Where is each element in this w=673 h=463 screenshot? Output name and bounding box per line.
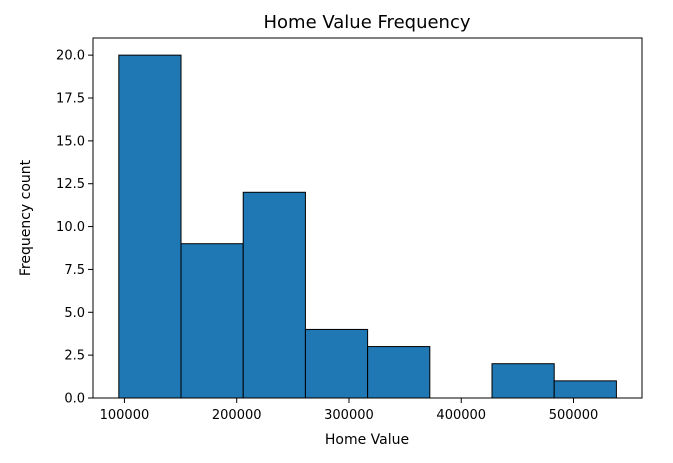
y-tick-label: 15.0	[56, 134, 85, 149]
y-tick-label: 0.0	[64, 392, 85, 407]
x-axis-label: Home Value	[325, 432, 409, 448]
x-tick-label: 200000	[212, 408, 262, 423]
plot-frame	[92, 37, 643, 399]
x-tick-label: 500000	[549, 408, 599, 423]
x-tick-label: 300000	[324, 408, 374, 423]
y-axis: 0.0 2.5 5.0 7.5 10.0 12.5 15.0 17.5 20.0	[56, 49, 93, 407]
y-tick-label: 7.5	[64, 263, 85, 278]
chart-title: Home Value Frequency	[263, 12, 470, 33]
y-tick-label: 17.5	[56, 92, 85, 107]
bars-group	[118, 54, 617, 399]
x-axis: 100000 200000 300000 400000 500000	[100, 398, 599, 423]
x-tick-label: 400000	[436, 408, 486, 423]
y-tick-label: 5.0	[64, 306, 85, 321]
histogram-bar-7	[491, 363, 555, 399]
y-tick-label: 12.5	[56, 177, 85, 192]
histogram-bar-8	[553, 380, 617, 399]
histogram-bar-2	[180, 243, 244, 399]
histogram-bar-1	[118, 54, 182, 399]
y-tick-label: 20.0	[56, 49, 85, 64]
histogram-bar-5	[367, 346, 431, 399]
histogram-bar-4	[304, 328, 369, 399]
y-tick-label: 2.5	[64, 349, 85, 364]
y-tick-label: 10.0	[56, 220, 85, 235]
x-tick-label: 100000	[100, 408, 150, 423]
histogram-bar-3	[242, 191, 306, 399]
y-axis-label: Frequency count	[18, 159, 34, 276]
